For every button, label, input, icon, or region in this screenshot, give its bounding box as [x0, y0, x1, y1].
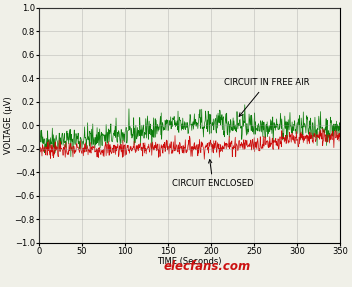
Text: CIRCUIT ENCLOSED: CIRCUIT ENCLOSED — [172, 160, 254, 189]
Text: elecfans.com: elecfans.com — [164, 260, 251, 273]
X-axis label: TIME (Seconds): TIME (Seconds) — [157, 257, 222, 266]
Y-axis label: VOLTAGE (μV): VOLTAGE (μV) — [4, 96, 13, 154]
Text: CIRCUIT IN FREE AIR: CIRCUIT IN FREE AIR — [224, 78, 309, 116]
